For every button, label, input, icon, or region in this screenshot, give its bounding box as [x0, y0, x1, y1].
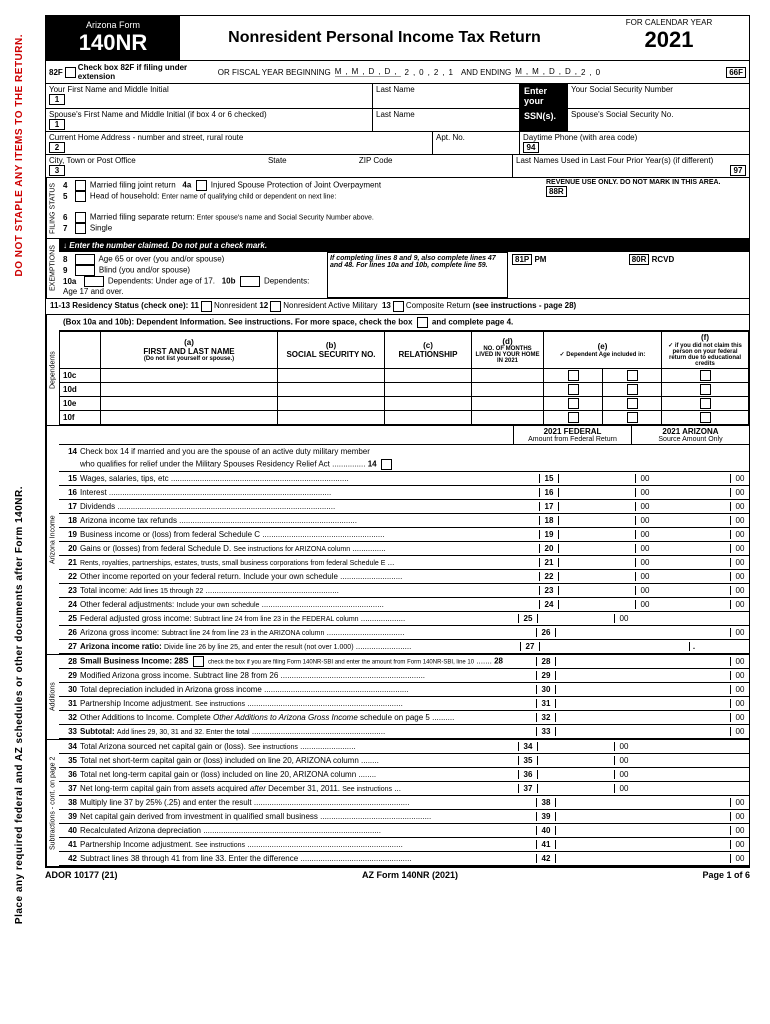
form-title: Nonresident Personal Income Tax Return [180, 16, 589, 60]
last-name-label: Last Name [373, 84, 520, 108]
revenue-use-label: REVENUE USE ONLY. DO NOT MARK IN THIS AR… [546, 179, 746, 186]
phone-label: Daytime Phone (with area code) [523, 133, 746, 142]
apt-label: Apt. No. [433, 132, 520, 154]
prior-names-label: Last Names Used in Last Four Prior Year(… [516, 156, 746, 165]
checkbox-82f[interactable] [65, 67, 76, 78]
no-staple-warning: DO NOT STAPLE ANY ITEMS TO THE RETURN. [14, 34, 25, 277]
form-number: 140NR [58, 30, 168, 56]
footer-left: ADOR 10177 (21) [45, 870, 118, 880]
spouse-first-label: Spouse's First Name and Middle Initial (… [49, 110, 369, 119]
attach-instructions: Place any required federal and AZ schedu… [14, 486, 25, 924]
filing-status-label: FILING STATUS [46, 178, 59, 238]
dependents-table: (a)FIRST AND LAST NAME(Do not list yours… [59, 331, 749, 425]
additions-label: Additions [46, 655, 59, 739]
subtractions-label: Subtractions - cont. on page 2 [46, 740, 59, 866]
spouse-ssn-label: Spouse's Social Security No. [568, 109, 749, 131]
dependents-label: Dependents [46, 315, 59, 425]
enter-ssn-label: Enteryour [520, 84, 568, 108]
exemptions-label: EXEMPTIONS [46, 239, 59, 298]
ssn-label: Your Social Security Number [568, 84, 749, 108]
footer-right: Page 1 of 6 [702, 870, 750, 880]
box-82f-num: 82F [49, 68, 63, 77]
first-name-label: Your First Name and Middle Initial [49, 85, 369, 94]
box-66f: 66F [726, 67, 746, 78]
box-82f-text: Check box 82F if filing under extension [78, 63, 188, 81]
fiscal-label: OR FISCAL YEAR BEGINNING [218, 68, 331, 77]
form-header: Arizona Form 140NR Nonresident Personal … [45, 15, 750, 61]
address-label: Current Home Address - number and street… [49, 133, 429, 142]
arizona-income-label: Arizona Income [46, 426, 59, 654]
year-label: FOR CALENDAR YEAR [599, 18, 739, 27]
footer-center: AZ Form 140NR (2021) [362, 870, 458, 880]
tax-year: 2021 [599, 27, 739, 53]
state-form-label: Arizona Form [58, 20, 168, 30]
